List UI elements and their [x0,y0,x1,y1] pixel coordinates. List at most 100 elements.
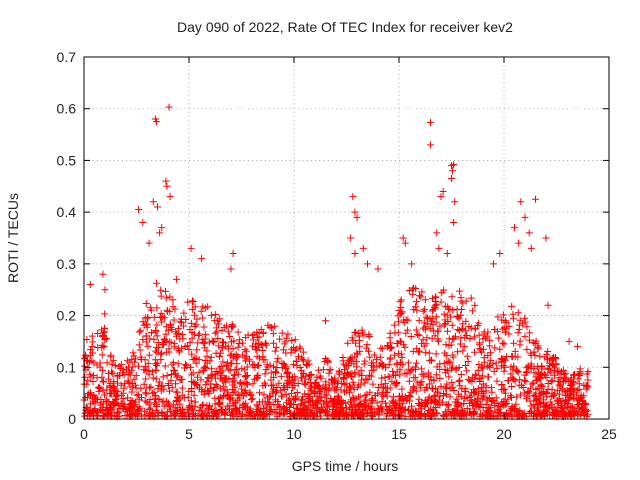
data-point [490,367,498,375]
data-point [170,343,178,351]
data-point [461,409,469,417]
data-point [501,389,509,397]
tick-marks [83,56,610,420]
data-point [378,397,386,405]
data-point [264,363,272,371]
data-point [140,380,148,388]
data-point [450,218,458,226]
data-point [393,339,401,347]
data-point [172,370,180,378]
data-point [224,391,232,399]
data-point [320,400,328,408]
data-point [201,387,209,395]
data-point [449,167,457,175]
y-tick-label: 0.4 [57,204,77,220]
data-point [115,363,123,371]
data-point [479,380,487,388]
data-point [115,401,123,409]
data-point [352,339,360,347]
data-point [418,340,426,348]
data-point [214,320,222,328]
data-point [555,381,563,389]
data-point [290,382,298,390]
data-point [448,321,456,329]
data-point [146,404,154,412]
data-point [409,290,417,298]
data-point [97,326,105,334]
data-point [432,294,440,302]
data-point [537,381,545,389]
data-point [527,362,535,370]
data-point [470,333,478,341]
data-point [450,408,458,416]
data-point [226,366,234,374]
data-point [508,374,516,382]
data-point [146,304,154,312]
data-point [393,359,401,367]
data-point [427,399,435,407]
data-point [490,325,498,333]
data-point [177,409,185,417]
data-point [400,396,408,404]
data-point [185,403,193,411]
data-point [419,336,427,344]
data-point [575,385,583,393]
data-point [165,402,173,410]
data-point [321,386,329,394]
data-point [281,340,289,348]
data-point [459,320,467,328]
data-point [397,309,405,317]
data-point [342,380,350,388]
data-point [519,383,527,391]
data-point [471,325,479,333]
data-point [494,313,502,321]
data-point [353,213,361,221]
data-point [164,326,172,334]
data-point [359,244,367,252]
data-point [434,337,442,345]
data-point [446,384,454,392]
data-point [232,405,240,413]
data-point [195,368,203,376]
y-tick-label: 0.7 [57,49,77,65]
data-point [157,286,165,294]
data-point [270,373,278,381]
data-point [180,309,188,317]
data-point [356,393,364,401]
data-point [273,358,281,366]
data-point [517,391,525,399]
data-point [209,338,217,346]
data-point [440,310,448,318]
data-point [520,409,528,417]
data-point [441,349,449,357]
data-point [435,244,443,252]
data-point [270,401,278,409]
data-point [134,410,142,418]
data-point [93,412,101,420]
data-point [487,356,495,364]
data-point [119,395,127,403]
data-point [537,362,545,370]
data-point [432,371,440,379]
data-point [161,362,169,370]
data-point [455,327,463,335]
data-point [157,292,165,300]
data-point [262,410,270,418]
data-point [150,313,158,321]
data-point [534,345,542,353]
data-point [322,378,330,386]
data-point [513,366,521,374]
data-point [89,378,97,386]
data-point [415,292,423,300]
data-point [378,345,386,353]
data-point [309,402,317,410]
data-point [319,366,327,374]
data-point [255,333,263,341]
data-point [160,385,168,393]
data-point [480,328,488,336]
data-point [382,364,390,372]
data-point [448,365,456,373]
data-point [86,281,94,289]
data-point [124,394,132,402]
data-point [201,363,209,371]
